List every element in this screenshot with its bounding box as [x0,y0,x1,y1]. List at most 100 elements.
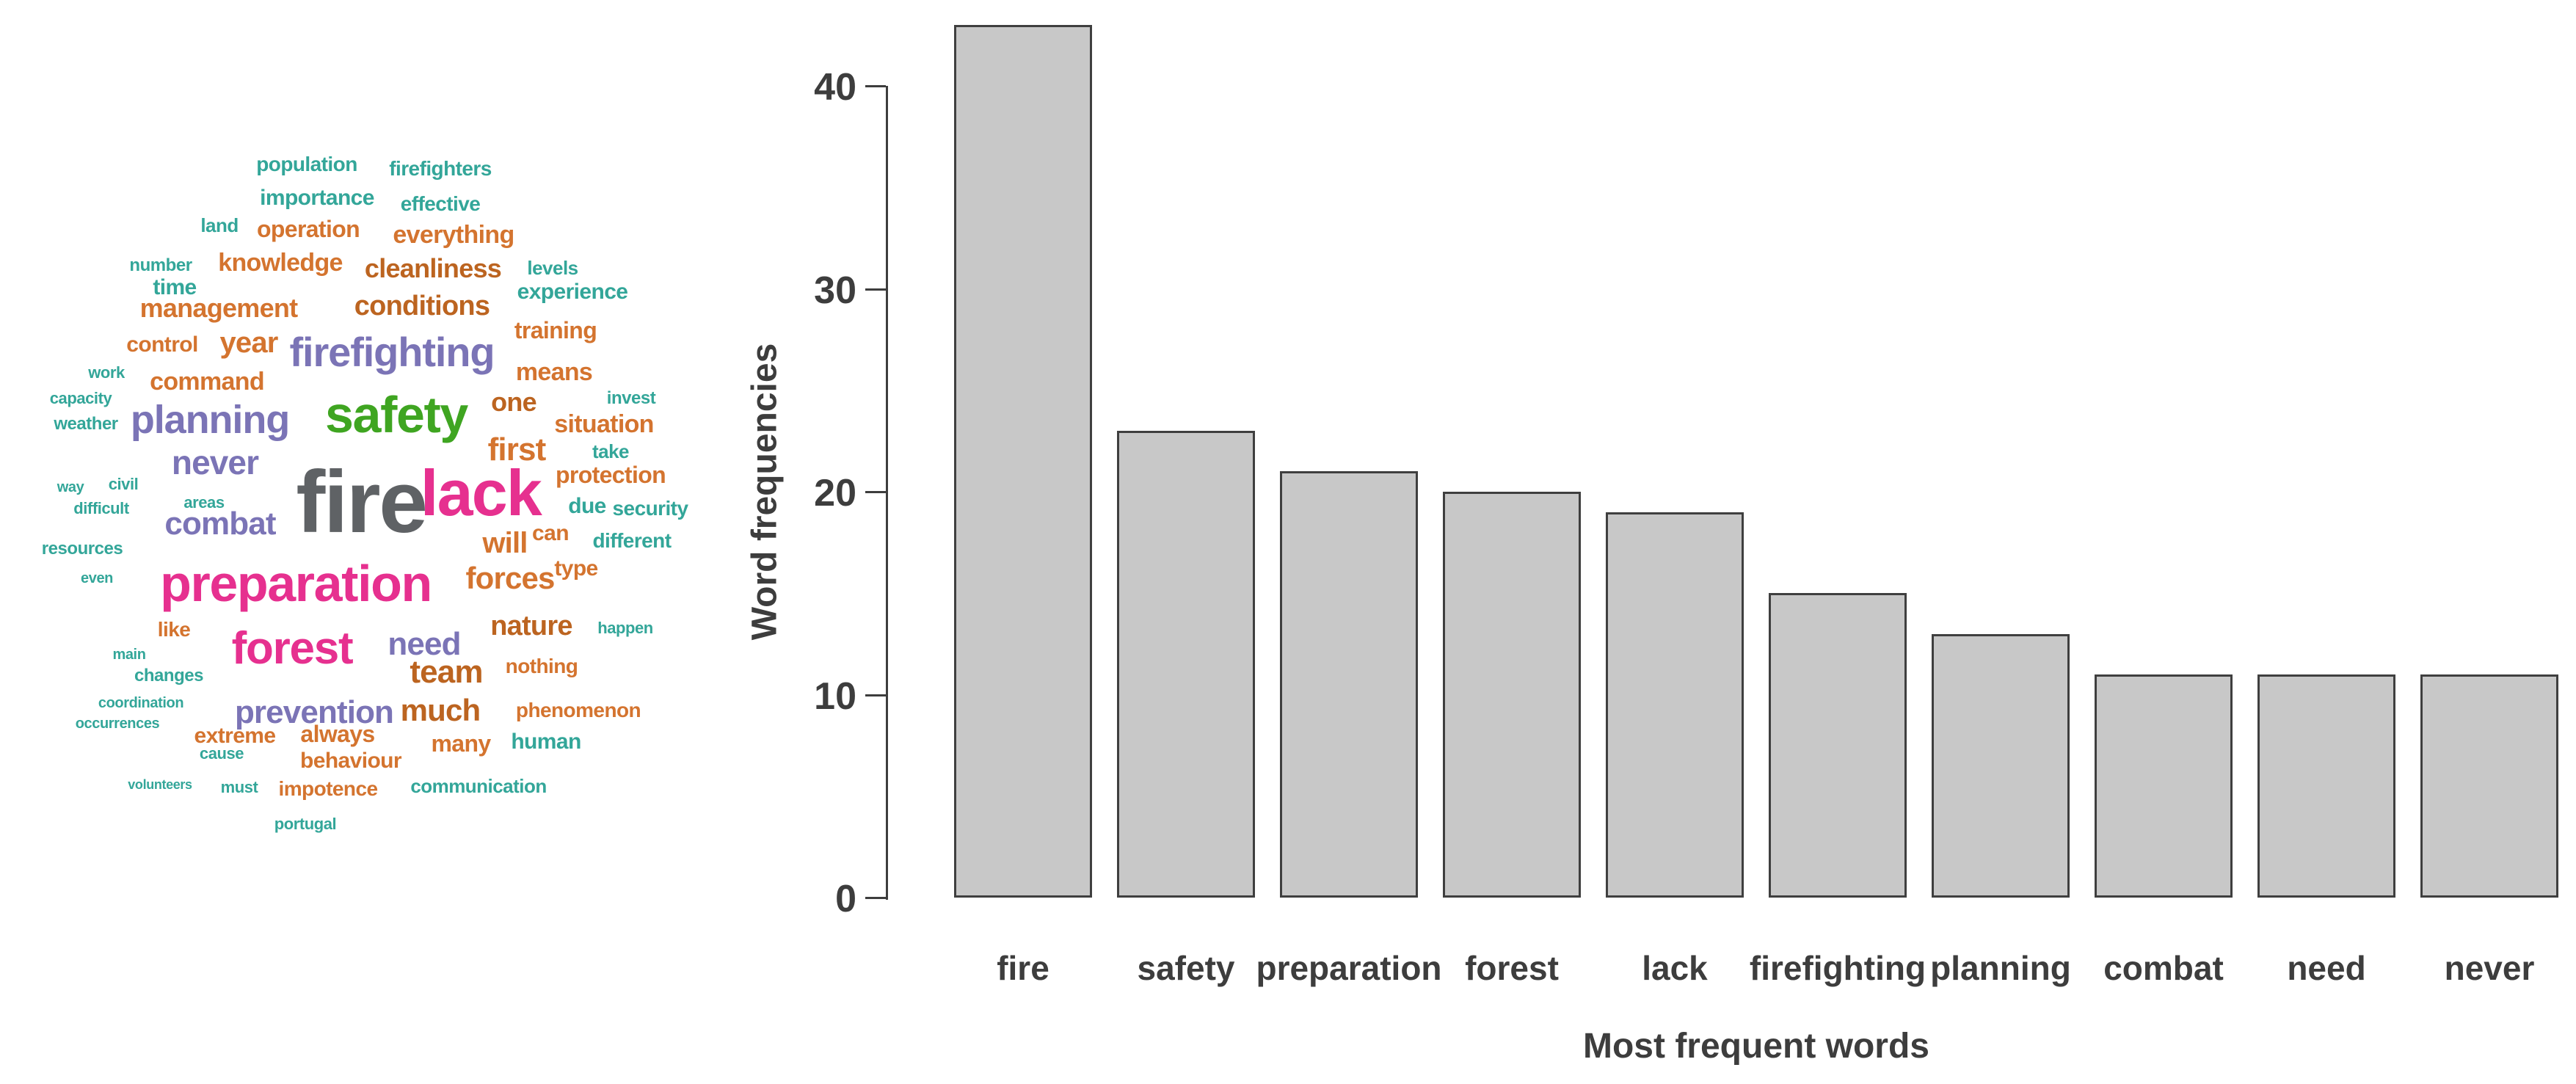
bar [1443,492,1581,898]
cloud-word: preparation [160,555,432,612]
cloud-word: command [150,368,265,396]
cloud-word: cause [199,744,244,763]
cloud-word: firefighters [389,157,492,180]
y-tick-label: 40 [814,66,856,109]
y-tick-label: 10 [814,674,856,718]
bar [1280,471,1418,898]
y-axis-tick [865,491,886,493]
x-category-label: never [2444,949,2535,987]
word-cloud: population firefighters importance effectiv… [0,0,734,881]
cloud-word: prevention [234,694,394,730]
cloud-word: can [532,521,570,545]
x-axis-title: Most frequent words [1582,1027,1930,1066]
cloud-word: protection [555,462,666,488]
y-axis-tick [865,897,886,899]
cloud-word: invest [606,388,656,408]
cloud-word: one [491,387,537,417]
cloud-word: number [129,255,192,275]
cloud-word: effective [400,192,481,215]
cloud-word: nature [490,611,572,641]
cloud-word: communication [410,775,547,797]
x-category-label: planning [1930,949,2071,987]
cloud-word: conditions [354,291,490,321]
cloud-word: occurrences [75,716,160,732]
cloud-word: control [126,332,198,357]
cloud-word: lack [420,456,542,529]
bar [1769,593,1907,898]
cloud-word: team [410,654,483,690]
cloud-word: due [568,494,606,518]
cloud-word: extreme [194,724,276,748]
x-category-label: safety [1137,949,1235,987]
cloud-word: behaviour [300,749,402,773]
y-tick-label: 20 [814,472,856,514]
y-axis-line [886,86,888,900]
cloud-word: work [88,363,125,382]
bar [2095,674,2233,898]
cloud-word: coordination [98,695,184,711]
cloud-word: type [554,556,598,581]
x-category-label: forest [1465,949,1559,987]
cloud-word: land [200,214,239,236]
cloud-word: impotence [278,777,379,800]
cloud-word: different [592,529,672,552]
cloud-word: resources [41,539,123,559]
cloud-word: difficult [73,499,129,517]
cloud-word: everything [393,221,514,249]
cloud-word: changes [134,666,204,685]
cloud-word: knowledge [218,249,343,277]
cloud-word: portugal [274,815,337,833]
cloud-word: situation [554,410,654,438]
cloud-word: fire [296,453,428,551]
cloud-word: combat [164,506,276,542]
cloud-word: civil [108,475,139,493]
cloud-word: experience [517,280,628,304]
x-category-label: preparation [1256,949,1442,987]
cloud-word: cleanliness [364,253,502,283]
cloud-word: year [219,327,278,359]
y-tick-label: 30 [814,269,856,312]
cloud-word: never [171,443,259,481]
y-axis-tick [865,85,886,87]
cloud-word: phenomenon [515,699,641,721]
cloud-word: forces [465,561,555,595]
cloud-word: weather [54,414,118,434]
cloud-word: training [514,317,597,343]
x-category-label: combat [2103,949,2224,987]
bar [1932,633,2070,898]
cloud-word: must [220,778,258,796]
cloud-word: areas [183,493,225,512]
bar [2257,674,2395,898]
cloud-word: like [157,618,191,641]
x-category-label: lack [1642,949,1708,987]
bar [2420,674,2558,898]
cloud-word: even [81,570,113,586]
cloud-word: way [57,479,84,495]
cloud-word: security [612,497,688,520]
cloud-word: nothing [505,655,578,677]
cloud-word: main [112,647,146,663]
cloud-word: happen [597,619,653,637]
cloud-word: time [153,275,197,299]
cloud-word: first [487,432,547,468]
cloud-word: safety [325,386,468,443]
bar [954,25,1092,898]
cloud-word: will [482,527,528,559]
bar [1606,512,1744,898]
cloud-word: take [592,440,629,462]
x-category-label: fire [997,949,1049,987]
cloud-word: importance [260,186,374,210]
cloud-word: firefighting [289,329,495,375]
cloud-word: much [400,693,481,727]
y-tick-label: 0 [835,878,856,920]
cloud-word: many [431,730,491,757]
x-category-label: firefighting [1749,949,1926,987]
cloud-word: capacity [49,389,112,407]
cloud-word: population [256,153,357,175]
cloud-word: management [139,293,299,323]
y-axis-tick [865,288,886,291]
cloud-word: levels [527,257,578,279]
cloud-word: forest [231,623,354,674]
